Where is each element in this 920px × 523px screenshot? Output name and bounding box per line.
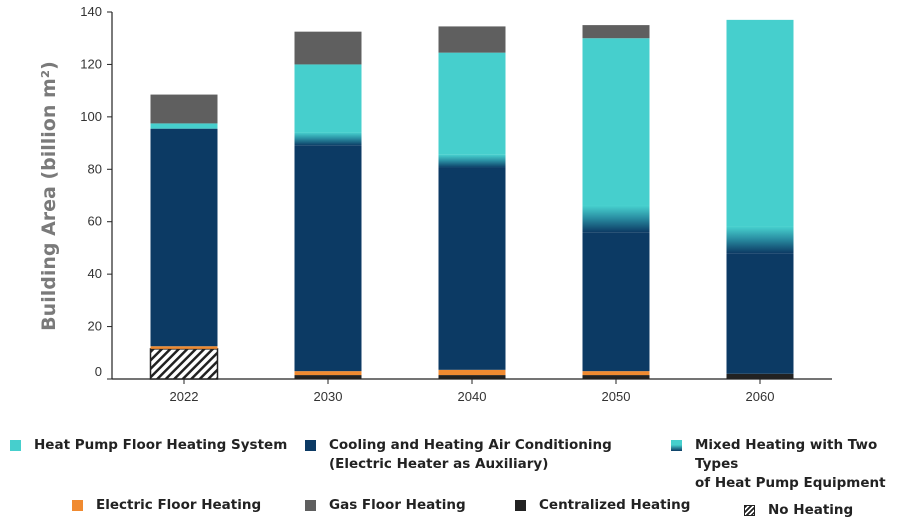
bar-segment [150, 94, 218, 124]
bar-segment [438, 52, 506, 155]
y-axis-label: Building Area (billion m²) [38, 61, 60, 331]
bar-segment [150, 128, 218, 347]
bar-segment [582, 38, 650, 206]
y-tick-label: 0 [95, 364, 102, 379]
bar-segment [294, 64, 362, 133]
bar-segment [438, 26, 506, 53]
y-tick-label: 80 [88, 161, 102, 176]
y-tick-label: 60 [88, 214, 102, 229]
bar-segment [438, 375, 506, 379]
bar-segment [294, 31, 362, 65]
y-tick-label: 140 [80, 4, 102, 19]
bar-segment [150, 346, 218, 349]
bar-segment [294, 132, 362, 146]
bar-segment [726, 373, 794, 379]
bar-segment [294, 145, 362, 372]
bar-segment [726, 226, 794, 254]
bar-segment [726, 253, 794, 374]
bar-segment [726, 19, 794, 227]
y-tick-label: 100 [80, 109, 102, 124]
bar-segment [150, 123, 218, 129]
bar-segment [438, 369, 506, 376]
bar-segment [582, 25, 650, 39]
bar-segment [294, 371, 362, 376]
bar-segment [582, 371, 650, 376]
bar-segment [149, 348, 219, 380]
x-tick-label: 2050 [602, 389, 631, 404]
x-tick-label: 2030 [314, 389, 343, 404]
y-tick-label: 20 [88, 319, 102, 334]
x-tick-label: 2022 [170, 389, 199, 404]
y-tick-label: 120 [80, 56, 102, 71]
bar-segment [582, 232, 650, 372]
y-tick-label: 40 [88, 266, 102, 281]
bar-segment [438, 167, 506, 370]
bar-segment [438, 154, 506, 168]
bar-segment [582, 375, 650, 379]
bar-segment [582, 205, 650, 233]
x-tick-label: 2060 [746, 389, 775, 404]
bar-segment [294, 375, 362, 379]
x-tick-label: 2040 [458, 389, 487, 404]
